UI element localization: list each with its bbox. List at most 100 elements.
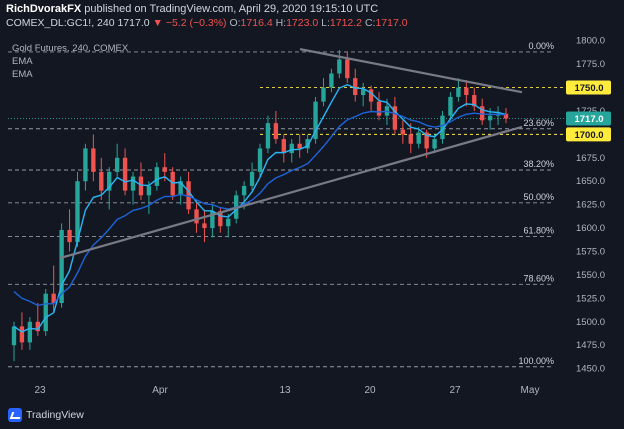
candle-body [432,139,437,149]
candle-body [241,185,247,196]
candle-body [51,293,56,304]
candle-body [83,148,88,182]
candle-body [392,106,398,130]
price-tag-label: 1750.0 [574,83,603,94]
last-price: 1717.0 [117,17,150,29]
candle-body [376,101,382,116]
candle-body [408,134,413,144]
low-value: 1712.2 [329,17,363,29]
candle-body [273,123,279,140]
candle-body [122,157,128,191]
candle-body [265,123,271,149]
symbol-label[interactable]: COMEX_DL:GC1!, 240 [6,17,115,29]
candle-body [138,176,144,196]
candle-body [226,218,231,227]
price-change: ▼ −5.2 (−0.3%) [152,17,227,29]
price-tag [566,111,611,126]
candle-body [249,171,255,186]
x-tick-label: 27 [449,385,461,396]
candle-body [35,321,40,332]
candle-body [289,143,294,154]
price-tag [566,80,611,95]
fib-level-label: 78.60% [523,273,554,283]
price-tag-label: 1700.0 [574,130,603,141]
y-tick-label: 1650.0 [576,176,605,187]
fib-level-label: 38.20% [523,159,554,169]
candle-body [305,139,310,149]
low-label: L: [321,17,330,29]
legend-title: Gold Futures, 240, COMEX [12,43,129,54]
tradingview-logo[interactable]: TradingView [8,408,84,422]
candle-body [99,171,104,191]
open-value: 1716.4 [240,17,273,29]
candle-body [59,229,64,304]
candle-body [487,115,493,121]
candle-body [11,326,17,346]
y-tick-label: 1475.0 [576,340,605,351]
y-tick-label: 1675.0 [576,153,605,164]
tradingview-brand: TradingView [26,409,84,421]
tradingview-icon [8,408,22,422]
x-tick-label: May [521,385,540,396]
open-label: O: [229,17,241,29]
x-tick-label: 13 [279,385,291,396]
candle-body [472,95,477,107]
y-tick-label: 1525.0 [576,293,605,304]
high-value: 1723.0 [286,17,319,29]
candle-body [297,143,302,149]
y-tick-label: 1625.0 [576,200,605,211]
x-tick-label: 23 [34,385,46,396]
candle-body [337,59,342,74]
legend-ema-fast[interactable]: EMA [12,56,33,67]
candle-body [313,101,318,140]
candle-body [194,209,199,224]
fib-level-label: 0.00% [528,41,554,51]
publish-line: RichDvorakFX published on TradingView.co… [6,3,378,15]
candle-body [448,96,453,116]
candle-body [114,157,120,172]
legend-ema-slow[interactable]: EMA [12,69,33,80]
candle-body [178,181,183,196]
high-label: H: [275,17,287,29]
published-text: published on TradingView.com, April 29, … [84,3,379,15]
y-tick-label: 1800.0 [576,36,605,47]
candle-body [400,129,406,135]
y-tick-label: 1550.0 [576,270,605,281]
author-name[interactable]: RichDvorakFX [6,3,82,15]
chart-background [0,30,624,400]
candle-body [345,59,350,79]
candle-body [503,113,509,119]
x-tick-label: 20 [364,385,376,396]
candle-body [210,211,215,229]
fib-level-label: 100.00% [518,356,554,366]
close-value: 1717.0 [375,17,408,29]
chart-legend: Gold Futures, 240, COMEX EMA EMA [12,42,128,81]
close-label: C: [364,17,376,29]
candle-body [218,211,223,227]
candle-body [75,181,80,243]
y-tick-label: 1775.0 [576,59,605,70]
candle-body [360,89,366,96]
price-chart[interactable]: 23Apr132027May1800.01775.01750.01725.017… [0,0,624,400]
candle-body [321,87,326,102]
candle-body [130,176,136,191]
candle-body [91,148,96,172]
fib-level-label: 50.00% [523,192,554,202]
candle-body [353,78,358,96]
y-tick-label: 1600.0 [576,223,605,234]
candle-body [19,326,25,343]
candle-body [146,185,152,196]
candle-body [416,132,421,144]
price-tag [566,127,611,142]
y-tick-label: 1575.0 [576,247,605,258]
candle-body [67,229,72,243]
candle-body [464,87,469,96]
candle-body [154,167,160,186]
fib-level-label: 23.60% [523,118,554,128]
price-tag-label: 1717.0 [574,114,603,125]
x-tick-label: Apr [152,385,168,396]
ema-fast-line [13,83,507,333]
y-tick-label: 1450.0 [576,364,605,375]
descending-trendline [299,48,523,94]
quote-line: COMEX_DL:GC1!, 240 1717.0 ▼ −5.2 (−0.3%)… [6,17,408,29]
